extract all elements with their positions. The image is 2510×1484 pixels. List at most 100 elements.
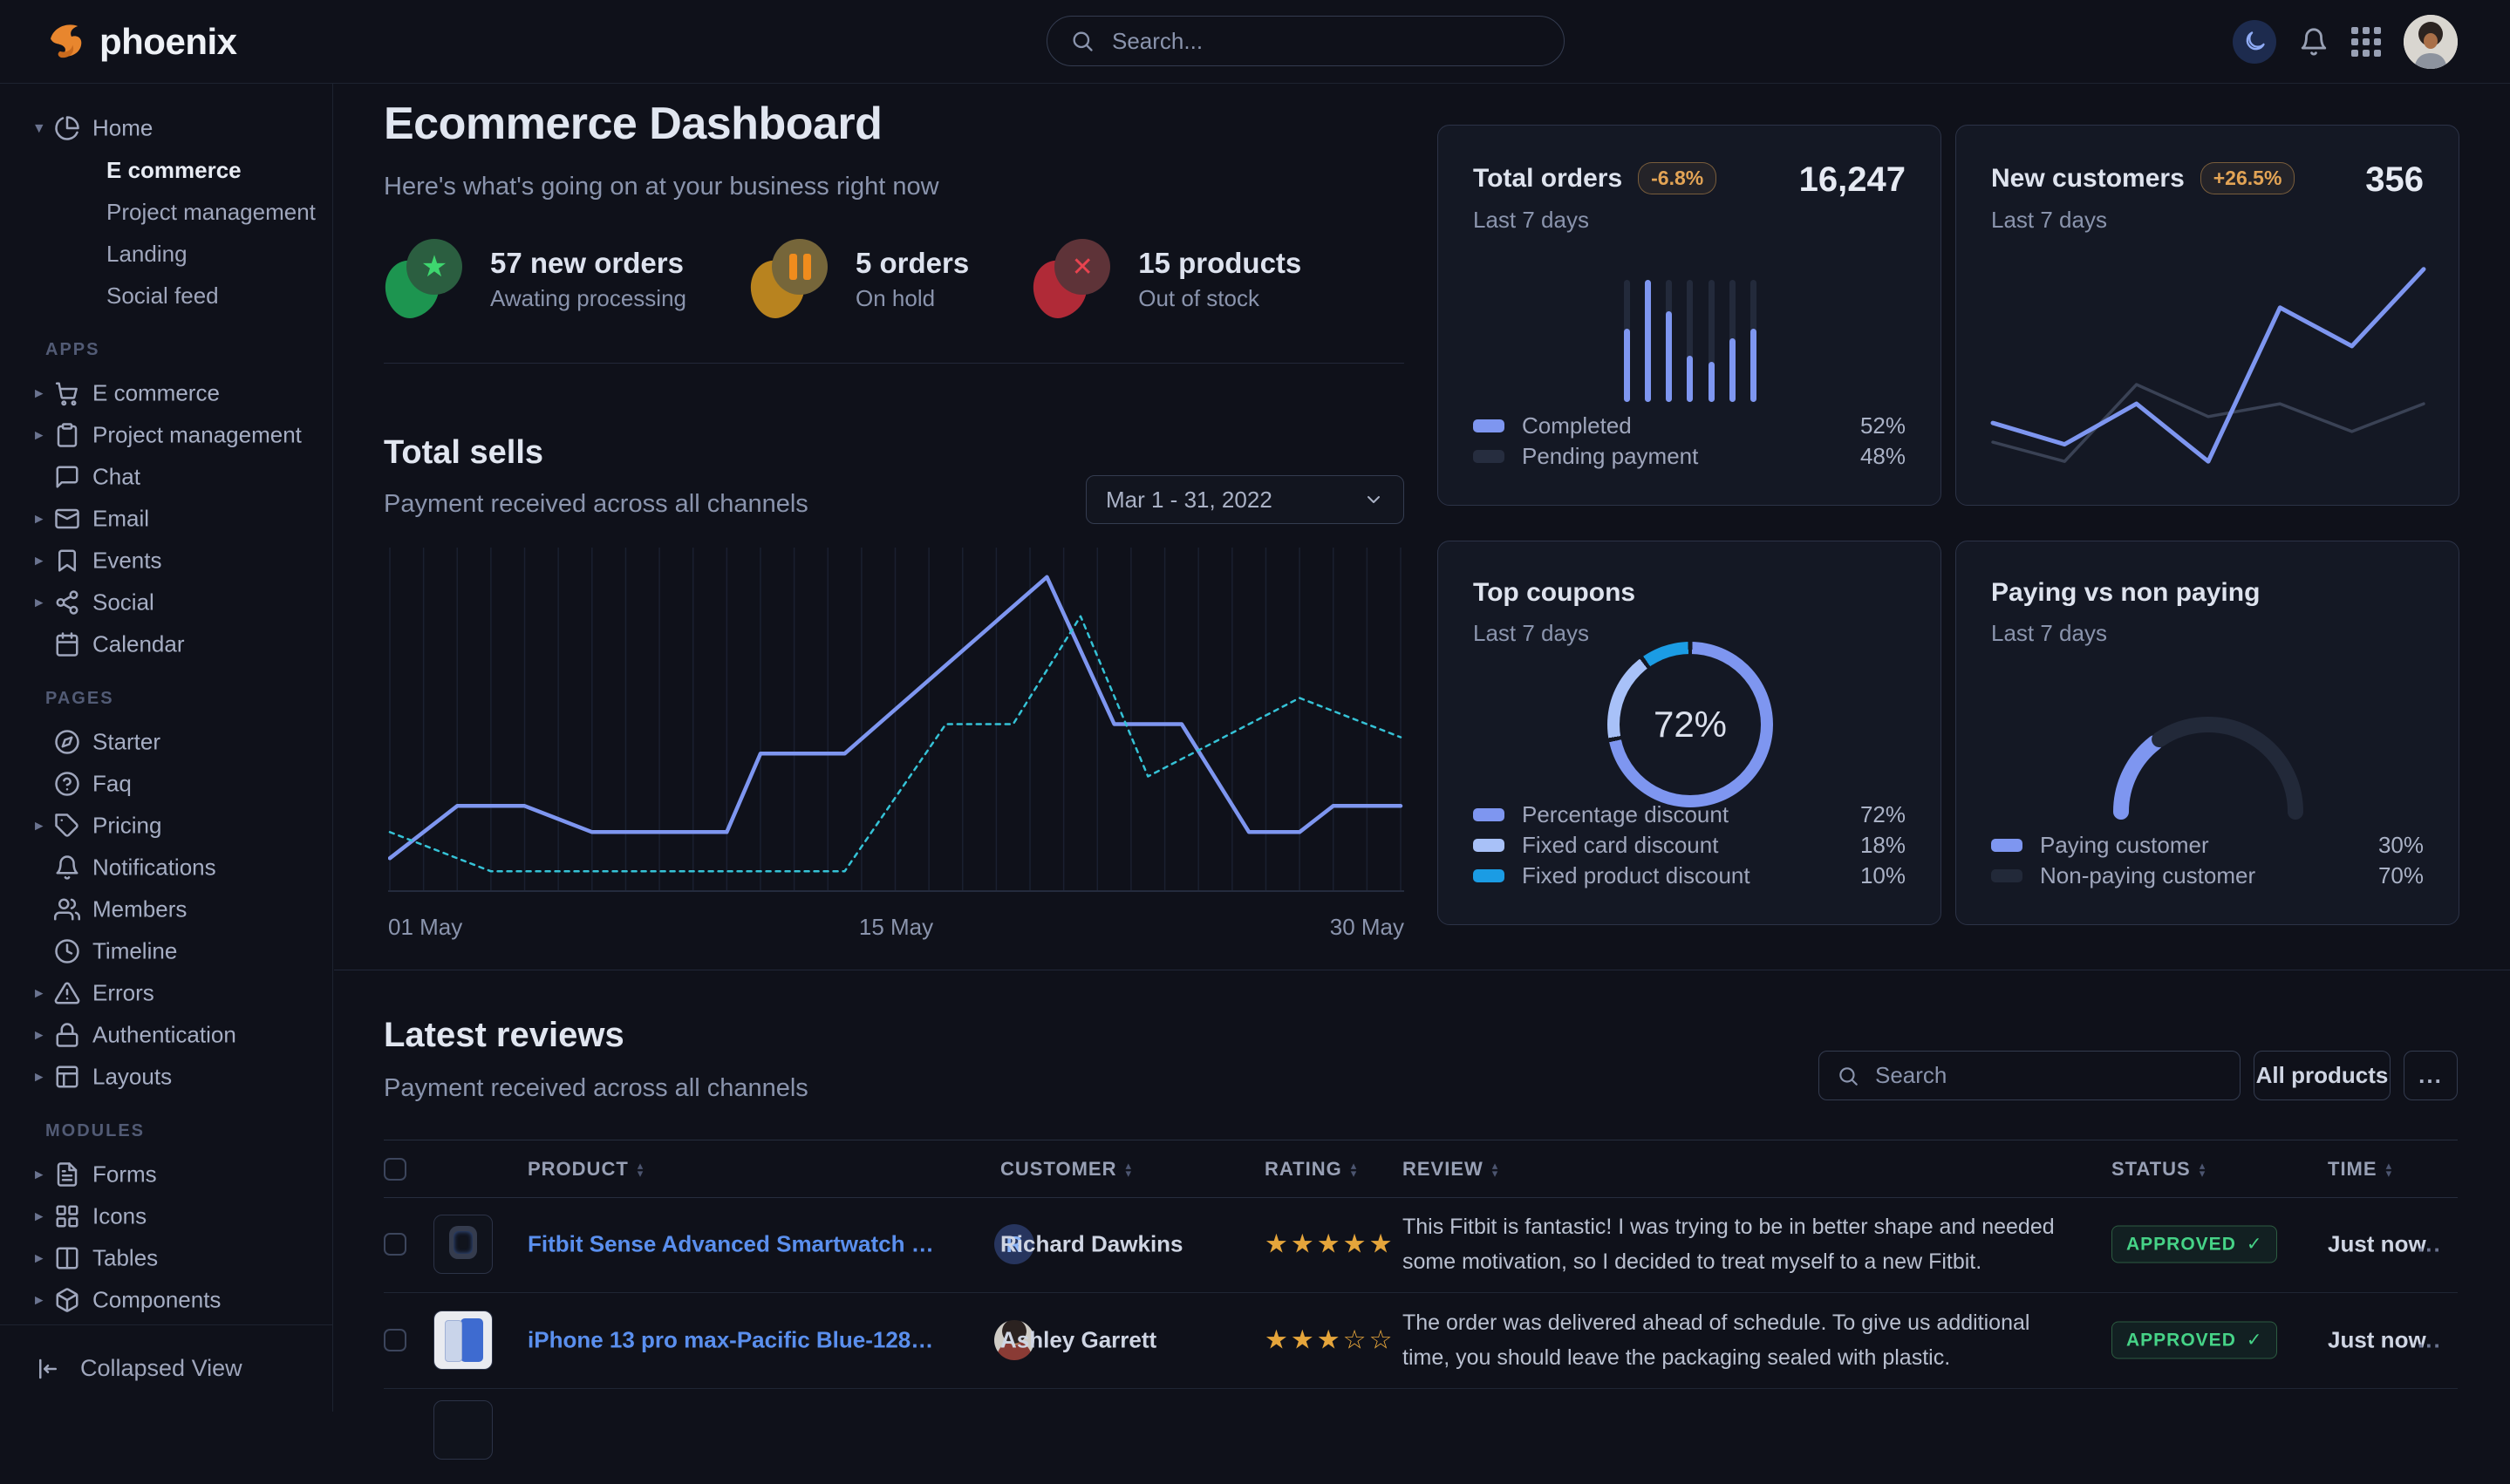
column-header-status[interactable]: STATUS▴▾ [2111, 1158, 2206, 1181]
sidebar-item-authentication[interactable]: ▸Authentication [0, 1014, 332, 1056]
all-products-button[interactable]: All products [2254, 1051, 2391, 1100]
sidebar-item-e-commerce[interactable]: ▸E commerce [0, 372, 332, 414]
stat-label: Awating processing [490, 285, 686, 312]
sort-icon: ▴▾ [1351, 1161, 1358, 1177]
top-coupons-card: Top coupons Last 7 days 72% Percentage d… [1437, 541, 1941, 925]
sidebar-subitem-social-feed[interactable]: Social feed [0, 275, 332, 317]
review-text: The order was delivered ahead of schedul… [1402, 1305, 2083, 1375]
help-circle-icon [54, 771, 80, 797]
watch-screen-shape [454, 1231, 473, 1254]
column-header-rating[interactable]: RATING▴▾ [1265, 1158, 1357, 1181]
sidebar-item-pricing[interactable]: ▸Pricing [0, 805, 332, 847]
column-header-review[interactable]: REVIEW▴▾ [1402, 1158, 1498, 1181]
check-icon: ✓ [2247, 1330, 2263, 1351]
sidebar-item-chat[interactable]: Chat [0, 456, 332, 498]
brand-logo[interactable]: phoenix [45, 0, 237, 83]
date-range-select[interactable]: Mar 1 - 31, 2022 [1086, 475, 1404, 524]
row-checkbox[interactable] [384, 1329, 406, 1351]
row-actions-button[interactable]: ... [2418, 1231, 2442, 1258]
user-avatar[interactable] [2404, 15, 2458, 69]
new-customers-title: New customers [1991, 164, 2185, 194]
collapse-view-button[interactable]: Collapsed View [0, 1325, 333, 1412]
theme-toggle-button[interactable] [2233, 20, 2276, 64]
column-header-product[interactable]: PRODUCT▴▾ [528, 1158, 644, 1181]
apps-menu-button[interactable] [2351, 27, 2381, 57]
divider [384, 363, 1404, 364]
reviews-search-input[interactable] [1873, 1061, 2191, 1090]
sidebar-item-project-management[interactable]: ▸Project management [0, 414, 332, 456]
top-coupons-legend: Percentage discount72%Fixed card discoun… [1473, 800, 1906, 891]
column-header-customer[interactable]: CUSTOMER▴▾ [1000, 1158, 1132, 1181]
legend-item-fixed-product-discount: Fixed product discount10% [1473, 861, 1906, 891]
caret-down-icon: ▾ [35, 119, 44, 139]
stat-value: 15 products [1138, 247, 1301, 280]
series-previous [1993, 385, 2424, 461]
users-icon [54, 896, 80, 922]
sidebar-item-starter[interactable]: Starter [0, 721, 332, 763]
sidebar-subitem-project-management[interactable]: Project management [0, 191, 332, 233]
sidebar-item-label: Forms [92, 1161, 157, 1188]
table-row: iPhone 13 pro max-Pacific Blue-128GB sto… [384, 1292, 2458, 1389]
caret-right-icon: ▸ [35, 816, 44, 836]
sidebar-item-calendar[interactable]: Calendar [0, 623, 332, 665]
sidebar-item-label: Components [92, 1287, 221, 1314]
row-checkbox[interactable] [384, 1233, 406, 1256]
product-link[interactable]: iPhone 13 pro max-Pacific Blue-128GB sto… [528, 1327, 938, 1354]
table-row-partial [384, 1388, 2458, 1484]
bar-track [1750, 280, 1756, 402]
legend-swatch [1473, 419, 1504, 432]
sidebar-subitem-label: Social feed [106, 283, 219, 310]
sidebar-item-events[interactable]: ▸Events [0, 540, 332, 582]
sidebar-subitem-e-commerce[interactable]: E commerce [0, 149, 332, 191]
rating-stars: ★★★★★ [1265, 1229, 1395, 1260]
sidebar-subitem-landing[interactable]: Landing [0, 233, 332, 275]
global-search-input[interactable] [1110, 27, 1532, 56]
legend-item-non-paying-customer: Non-paying customer70% [1991, 861, 2424, 891]
sidebar-item-icons[interactable]: ▸Icons [0, 1195, 332, 1237]
cart-icon [54, 380, 80, 406]
sidebar-item-components[interactable]: ▸Components [0, 1279, 332, 1321]
column-header-label: REVIEW [1402, 1158, 1483, 1181]
legend-label: Completed [1522, 412, 1632, 439]
sidebar-item-label: E commerce [92, 380, 220, 407]
sidebar-item-layouts[interactable]: ▸Layouts [0, 1056, 332, 1098]
legend-value: 10% [1860, 862, 1906, 889]
sidebar-item-home[interactable]: ▾Home [0, 107, 332, 149]
total-sells-chart [388, 541, 1404, 911]
calendar-icon [54, 631, 80, 657]
sidebar-item-errors[interactable]: ▸Errors [0, 972, 332, 1014]
total-orders-value: 16,247 [1799, 160, 1906, 200]
section-label-modules: MODULES [0, 1117, 332, 1145]
sidebar-item-tables[interactable]: ▸Tables [0, 1237, 332, 1279]
sidebar-item-email[interactable]: ▸Email [0, 498, 332, 540]
legend-item-completed: Completed 52% [1473, 411, 1906, 441]
table-row: Fitbit Sense Advanced Smartwatch with To… [384, 1196, 2458, 1293]
latest-reviews-subtitle: Payment received across all channels [384, 1074, 808, 1103]
notifications-button[interactable] [2299, 27, 2329, 57]
quick-stats: ★57 new ordersAwating processing5 orders… [384, 237, 1301, 321]
more-options-button[interactable]: ... [2404, 1051, 2458, 1100]
sidebar-item-notifications[interactable]: Notifications [0, 847, 332, 888]
date-range-value: Mar 1 - 31, 2022 [1106, 487, 1272, 514]
select-all-checkbox[interactable] [384, 1158, 406, 1181]
sidebar-item-members[interactable]: Members [0, 888, 332, 930]
row-actions-button[interactable]: ... [2418, 1327, 2442, 1354]
circle-shape: ✕ [1054, 239, 1110, 295]
brand-name: phoenix [99, 21, 237, 63]
legend-value: 52% [1860, 412, 1906, 439]
sidebar-item-label: Email [92, 506, 149, 533]
column-header-time[interactable]: TIME▴▾ [2328, 1158, 2392, 1181]
sidebar-subitem-label: E commerce [106, 157, 242, 184]
sidebar-item-faq[interactable]: Faq [0, 763, 332, 805]
gauge-segment-paying-customer [2121, 743, 2154, 812]
sidebar-item-forms[interactable]: ▸Forms [0, 1154, 332, 1195]
new-customers-change-badge: +26.5% [2200, 162, 2295, 194]
stat-on-hold: 5 ordersOn hold [749, 237, 969, 321]
product-link[interactable]: Fitbit Sense Advanced Smartwatch with To… [528, 1231, 938, 1258]
sidebar-item-timeline[interactable]: Timeline [0, 930, 332, 972]
sort-icon: ▴▾ [638, 1161, 645, 1177]
legend-swatch [1991, 869, 2022, 882]
phoenix-flame-icon [45, 21, 87, 63]
total-sells-title: Total sells [384, 434, 543, 472]
sidebar-item-social[interactable]: ▸Social [0, 582, 332, 623]
